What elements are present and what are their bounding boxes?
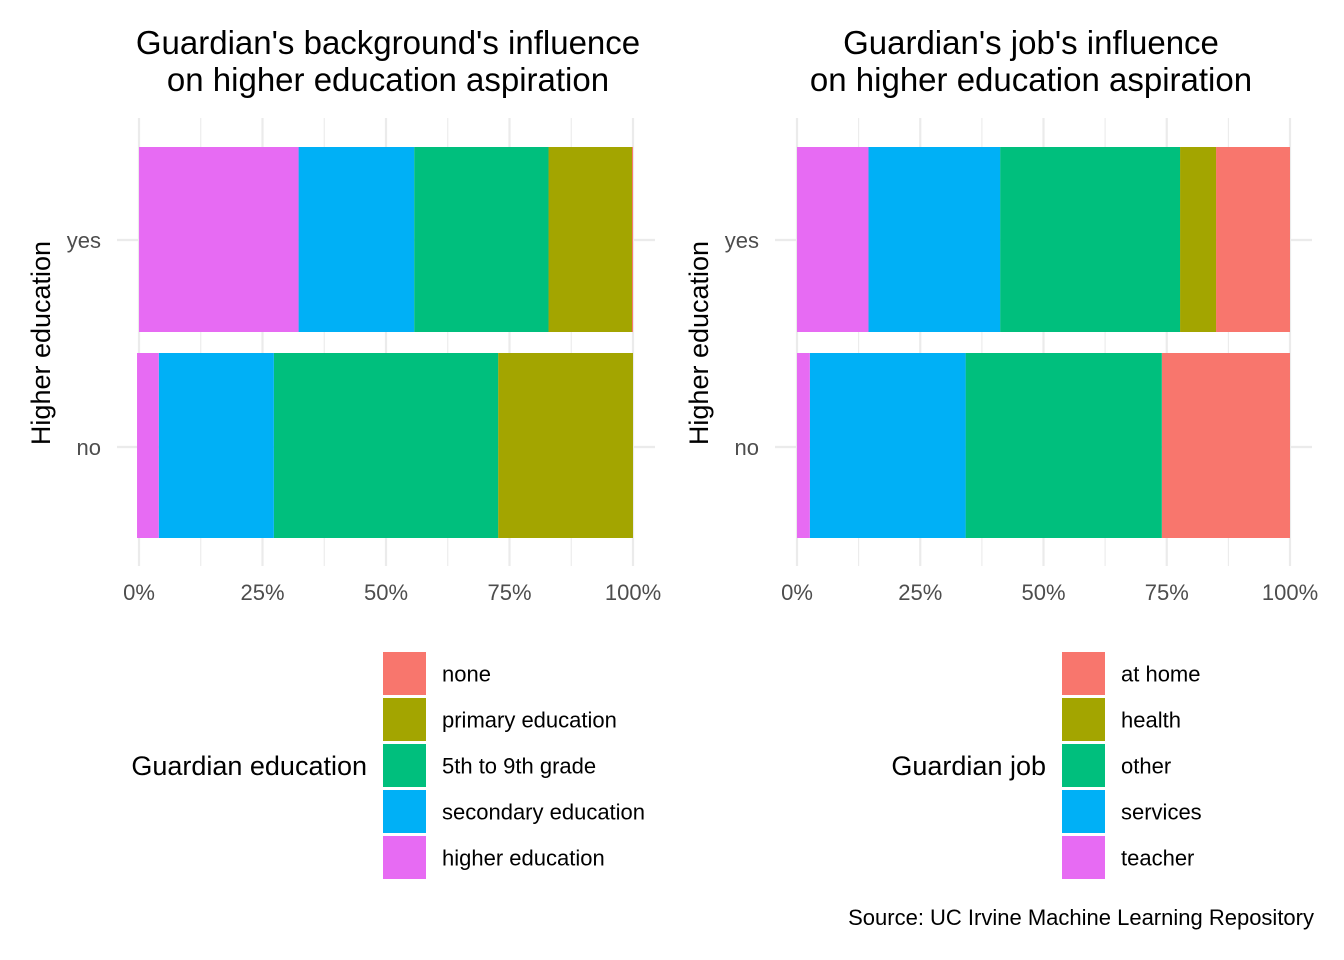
y-tick-label: no: [735, 435, 759, 460]
x-tick-label: 100%: [1262, 580, 1318, 605]
chart-title-line-1: Guardian's background's influence: [136, 24, 640, 61]
bar-yes-secondary-education: [298, 147, 415, 332]
bar-yes-primary-education: [548, 147, 633, 332]
x-tick-label: 75%: [487, 580, 531, 605]
y-tick-label: no: [77, 435, 101, 460]
y-tick-label: yes: [725, 228, 759, 253]
chart-title-line-2: on higher education aspiration: [167, 61, 609, 98]
bar-no-higher-education: [137, 353, 159, 538]
legend-label: teacher: [1121, 846, 1194, 871]
legend-swatch: [383, 698, 426, 741]
legend-label: primary education: [442, 708, 617, 733]
legend-swatch: [383, 744, 426, 787]
x-tick-label: 50%: [364, 580, 408, 605]
bar-no-services: [809, 353, 966, 538]
bar-yes-5th-to-9th-grade: [414, 147, 549, 332]
legend-swatch: [1062, 744, 1105, 787]
legend-swatch: [383, 790, 426, 833]
bar-yes-services: [868, 147, 1001, 332]
x-tick-label: 50%: [1021, 580, 1065, 605]
bar-no-at-home: [1161, 353, 1290, 538]
source-caption: Source: UC Irvine Machine Learning Repos…: [848, 905, 1314, 930]
chart-title-line-1: Guardian's job's influence: [843, 24, 1219, 61]
legend-label: secondary education: [442, 800, 645, 825]
legend-swatch: [1062, 652, 1105, 695]
bar-yes-other: [1000, 147, 1181, 332]
legend-swatch: [1062, 790, 1105, 833]
bar-no-5th-to-9th-grade: [273, 353, 499, 538]
bar-yes-health: [1180, 147, 1217, 332]
bar-no-other: [965, 353, 1162, 538]
legend-label: services: [1121, 800, 1202, 825]
legend-label: higher education: [442, 846, 605, 871]
legend-label: health: [1121, 708, 1181, 733]
chart-title-line-2: on higher education aspiration: [810, 61, 1252, 98]
legend-label: other: [1121, 754, 1171, 779]
legend-label: at home: [1121, 662, 1201, 687]
legend-title: Guardian education: [131, 751, 367, 781]
legend-swatch: [1062, 698, 1105, 741]
x-tick-label: 100%: [605, 580, 661, 605]
bar-no-teacher: [797, 353, 810, 538]
legend: Guardian education none primary education 5…: [131, 652, 645, 879]
legend-swatch: [383, 836, 426, 879]
y-tick-label: yes: [67, 228, 101, 253]
bar-yes-at-home: [1216, 147, 1290, 332]
x-tick-label: 25%: [898, 580, 942, 605]
bar-yes-teacher: [797, 147, 869, 332]
y-axis-title: Higher education: [26, 241, 56, 445]
y-axis-title: Higher education: [684, 241, 714, 445]
x-tick-label: 0%: [123, 580, 155, 605]
x-tick-label: 0%: [781, 580, 813, 605]
legend-swatch: [1062, 836, 1105, 879]
bar-yes-higher-education: [139, 147, 299, 332]
bar-no-primary-education: [498, 353, 633, 538]
legend-label: 5th to 9th grade: [442, 754, 596, 779]
x-tick-label: 25%: [240, 580, 284, 605]
legend-swatch: [383, 652, 426, 695]
x-tick-label: 75%: [1145, 580, 1189, 605]
bar-yes-none: [632, 147, 633, 332]
legend-label: none: [442, 662, 491, 687]
bar-no-secondary-education: [158, 353, 274, 538]
legend: Guardian job at home health other services te…: [891, 652, 1202, 879]
legend-title: Guardian job: [891, 751, 1046, 781]
